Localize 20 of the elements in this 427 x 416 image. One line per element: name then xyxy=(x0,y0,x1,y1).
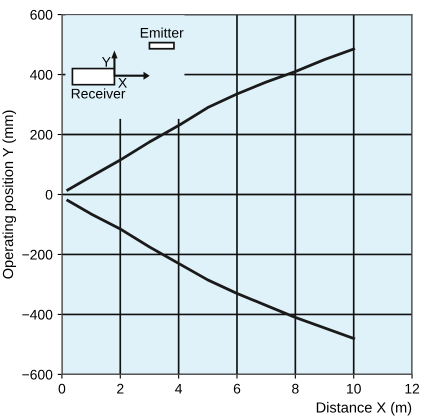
annotation: Receiver xyxy=(72,88,126,99)
y-tick-label: −600 xyxy=(22,370,52,380)
x-tick-label: 8 xyxy=(292,384,299,394)
annotation: Emitter xyxy=(140,28,184,38)
x-tick-label: 10 xyxy=(347,384,361,394)
annotation: Y xyxy=(102,57,111,67)
y-tick-label: 600 xyxy=(30,10,52,20)
annotation: X xyxy=(118,78,127,88)
y-tick-label: 200 xyxy=(30,130,52,140)
x-tick-label: 6 xyxy=(234,384,240,394)
x-axis-title: Distance X (m) xyxy=(316,402,412,416)
y-tick-label: −200 xyxy=(22,250,52,260)
x-tick-label: 2 xyxy=(117,384,124,394)
x-tick-label: 12 xyxy=(405,384,420,394)
x-tick-label: 0 xyxy=(58,384,66,394)
y-axis-title: Operating position Y (mm) xyxy=(2,110,16,279)
y-tick-label: 400 xyxy=(30,70,52,80)
y-tick-label: −400 xyxy=(22,310,52,320)
x-tick-label: 4 xyxy=(175,384,182,394)
y-tick-label: 0 xyxy=(46,190,52,200)
